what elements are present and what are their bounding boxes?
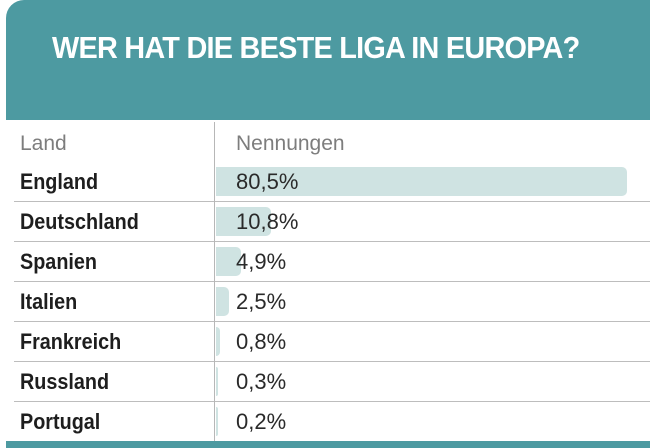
column-divider [214, 122, 215, 444]
country-label: Deutschland [20, 209, 139, 234]
country-label: Portugal [20, 409, 101, 434]
row-separator [14, 241, 650, 242]
value-label: 80,5% [236, 169, 299, 194]
bar-russland [216, 367, 218, 396]
table-row: Italien 2,5% [14, 282, 650, 322]
value-label: 0,8% [236, 329, 287, 354]
value-label: 10,8% [236, 209, 299, 234]
table-row: England 80,5% [14, 162, 650, 202]
bar-italien [216, 287, 229, 316]
country-label: Spanien [20, 249, 98, 274]
country-label: Frankreich [20, 329, 122, 354]
value-label: 4,9% [236, 249, 287, 274]
bar-portugal [216, 407, 218, 436]
row-separator [14, 201, 650, 202]
table-row: Deutschland 10,8% [14, 202, 650, 242]
value-label: 2,5% [236, 289, 287, 314]
table-row: Spanien 4,9% [14, 242, 650, 282]
row-separator [14, 361, 650, 362]
bar-frankreich [216, 327, 221, 356]
column-header-land: Land [20, 132, 67, 155]
bar-deutschland [216, 207, 272, 236]
title-banner: WER HAT DIE BESTE LIGA IN EUROPA? [6, 0, 650, 120]
row-separator [14, 321, 650, 322]
country-label: Italien [20, 289, 78, 314]
bar-spanien [216, 247, 241, 276]
row-separator [14, 401, 650, 402]
chart-title: WER HAT DIE BESTE LIGA IN EUROPA? [52, 30, 580, 65]
country-label: England [20, 169, 99, 194]
footer-bar [6, 441, 650, 448]
value-label: 0,2% [236, 409, 287, 434]
value-label: 0,3% [236, 369, 287, 394]
table-row: Russland 0,3% [14, 362, 650, 402]
table-row: Portugal 0,2% [14, 402, 650, 442]
column-header-nennungen: Nennungen [236, 132, 345, 155]
row-separator [14, 281, 650, 282]
country-label: Russland [20, 369, 110, 394]
bar-england [216, 167, 627, 196]
table-row: Frankreich 0,8% [14, 322, 650, 362]
